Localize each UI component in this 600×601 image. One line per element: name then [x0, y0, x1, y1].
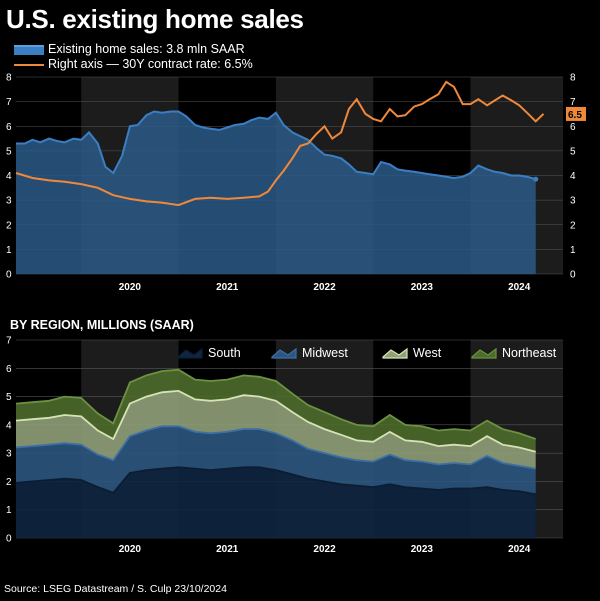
- legend-label-northeast: Northeast: [502, 346, 557, 360]
- rate-last-value-badge: [566, 106, 586, 121]
- y-tick-label: 4: [6, 171, 12, 182]
- x-tick-label: 2024: [508, 282, 531, 293]
- y2-tick-label: 6: [570, 122, 576, 133]
- x-tick-label: 2020: [119, 544, 142, 555]
- y-tick-label: 2: [6, 477, 12, 488]
- legend-label-west: West: [413, 346, 442, 360]
- y-tick-label: 1: [6, 505, 12, 516]
- legend-sales: Existing home sales: 3.8 mln SAAR: [14, 42, 245, 56]
- region-chart-title: BY REGION, MILLIONS (SAAR): [10, 318, 194, 332]
- y-tick-label: 7: [6, 336, 12, 347]
- y-tick-label: 7: [6, 97, 12, 108]
- region-line-west: [15, 389, 536, 453]
- x-tick-label: 2021: [216, 282, 239, 293]
- legend-label-south: South: [208, 346, 241, 360]
- y2-tick-label: 2: [570, 220, 576, 231]
- y-tick-label: 1: [6, 245, 12, 256]
- y-tick-label: 5: [6, 146, 12, 157]
- region-area-south: [16, 467, 536, 538]
- legend-label-midwest: Midwest: [302, 346, 348, 360]
- y2-tick-label: 8: [570, 73, 576, 84]
- y2-tick-label: 5: [570, 146, 576, 157]
- sales-line: [16, 110, 536, 181]
- y-tick-label: 2: [6, 220, 12, 231]
- legend-sales-label: Existing home sales: 3.8 mln SAAR: [48, 42, 245, 56]
- chart-title: U.S. existing home sales: [6, 4, 304, 34]
- legend-swatch-south: [177, 347, 203, 359]
- rate-line: [15, 80, 545, 207]
- legend-rate: Right axis — 30Y contract rate: 6.5%: [14, 57, 253, 71]
- x-tick-label: 2023: [411, 544, 434, 555]
- y-tick-label: 8: [6, 73, 12, 84]
- y2-tick-label: 4: [570, 171, 576, 182]
- region-line-south: [15, 466, 536, 496]
- source-note: Source: LSEG Datastream / S. Culp 23/10/…: [4, 583, 227, 595]
- sales-area: [16, 111, 536, 274]
- y-tick-label: 3: [6, 449, 12, 460]
- x-tick-label: 2022: [313, 544, 336, 555]
- region-line-midwest: [15, 425, 536, 470]
- y-tick-label: 6: [6, 364, 12, 375]
- region-line-northeast: [15, 368, 536, 440]
- y-tick-label: 6: [6, 122, 12, 133]
- y2-tick-label: 7: [570, 97, 576, 108]
- x-tick-label: 2024: [508, 544, 531, 555]
- legend-rate-swatch: [14, 63, 44, 66]
- y-tick-label: 3: [6, 196, 12, 207]
- sales-end-point: [533, 176, 539, 182]
- x-tick-label: 2020: [119, 282, 142, 293]
- x-tick-label: 2021: [216, 544, 239, 555]
- y-tick-label: 5: [6, 392, 12, 403]
- region-area-midwest: [16, 426, 536, 495]
- rate-last-value-label: 6.5: [568, 110, 582, 121]
- y2-tick-label: 0: [570, 270, 576, 281]
- y2-tick-label: 1: [570, 245, 576, 256]
- legend-swatch-west: [382, 347, 408, 359]
- legend-swatch-midwest: [271, 347, 297, 359]
- y2-tick-label: 3: [570, 196, 576, 207]
- legend-sales-swatch: [14, 44, 44, 55]
- legend-rate-label: Right axis — 30Y contract rate: 6.5%: [48, 57, 253, 71]
- legend-swatch-northeast: [471, 347, 497, 359]
- x-tick-label: 2023: [411, 282, 434, 293]
- y-tick-label: 0: [6, 270, 12, 281]
- y-tick-label: 4: [6, 420, 12, 431]
- x-tick-label: 2022: [313, 282, 336, 293]
- y-tick-label: 0: [6, 534, 12, 545]
- region-area-northeast: [16, 369, 536, 452]
- region-area-west: [16, 390, 536, 469]
